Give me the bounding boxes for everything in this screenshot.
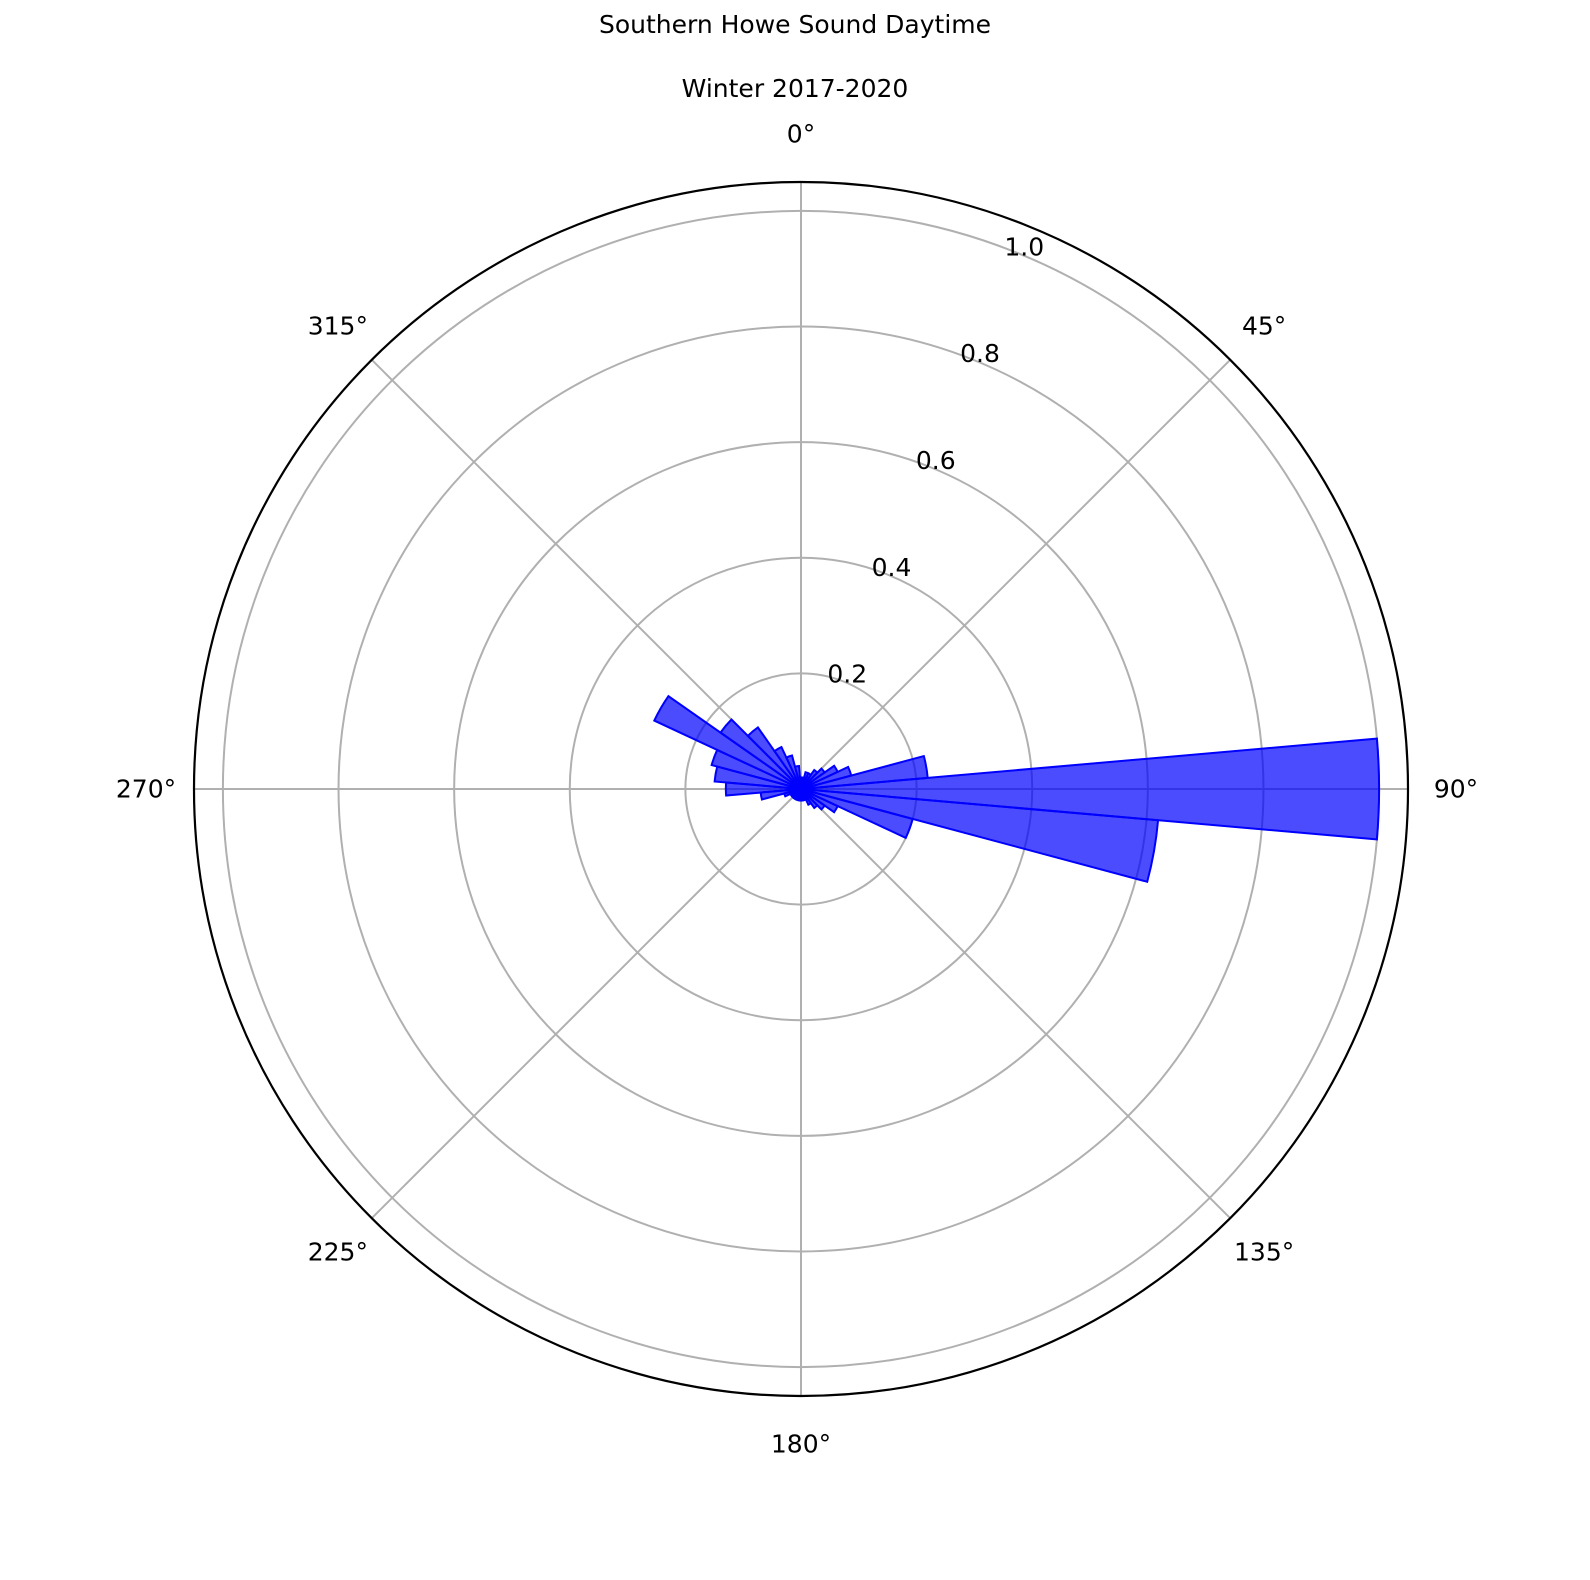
- radial-tick-label: 0.8: [960, 339, 1000, 368]
- angle-tick-label: 270°: [116, 775, 176, 804]
- radial-tick-label: 0.4: [872, 553, 912, 582]
- bars-layer: [652, 694, 1381, 883]
- angle-tick-label: 180°: [771, 1430, 831, 1459]
- radial-tick-label: 0.6: [916, 446, 956, 475]
- angle-tick-label: 0°: [787, 120, 815, 149]
- grid-layer: [194, 182, 1408, 1396]
- bar-300: [652, 694, 802, 790]
- bar-330: [773, 745, 802, 790]
- angle-tick-label: 225°: [308, 1238, 368, 1267]
- angle-tick-label: 135°: [1234, 1238, 1294, 1267]
- chart-subtitle: Winter 2017-2020: [681, 74, 909, 103]
- bar-310: [719, 718, 802, 790]
- bar-350: [793, 764, 802, 790]
- radial-tick-label: 1.0: [1004, 232, 1044, 261]
- bar-90: [800, 737, 1381, 841]
- bar-320: [746, 726, 802, 790]
- angular-grid-line: [800, 359, 1231, 790]
- angle-tick-label: 315°: [308, 311, 368, 340]
- angle-tick-label: 45°: [1242, 311, 1286, 340]
- angular-grid-line: [371, 788, 802, 1219]
- frame-layer: [192, 180, 1410, 1398]
- bar-340: [785, 754, 802, 790]
- angular-grid-line: [371, 359, 802, 790]
- chart-title: Southern Howe Sound Daytime: [598, 10, 992, 39]
- labels-layer: 0° 45° 90° 135° 180° 225° 270° 315° 0.2 0.4 0.6 0.8…: [116, 120, 1478, 1459]
- angle-tick-label: 90°: [1434, 775, 1478, 804]
- radial-tick-label: 0.2: [827, 660, 867, 689]
- angular-grid-line: [800, 788, 1231, 1219]
- polar-frame: [192, 180, 1410, 1398]
